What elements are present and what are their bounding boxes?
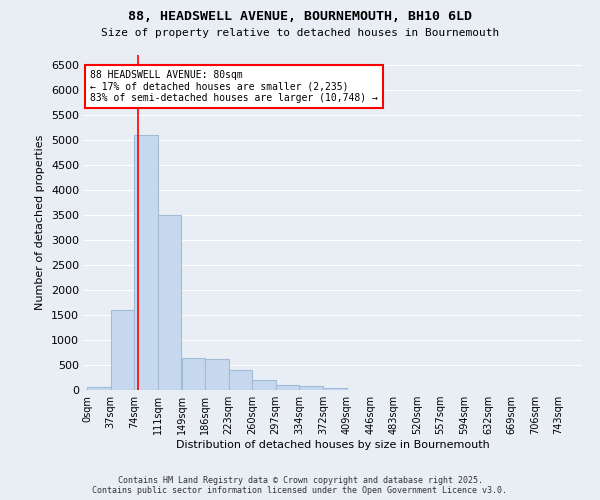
Bar <box>134 135 158 390</box>
Y-axis label: Number of detached properties: Number of detached properties <box>35 135 46 310</box>
Bar <box>87 387 110 390</box>
Text: 88, HEADSWELL AVENUE, BOURNEMOUTH, BH10 6LD: 88, HEADSWELL AVENUE, BOURNEMOUTH, BH10 … <box>128 10 472 23</box>
Bar <box>275 385 299 390</box>
Bar <box>158 215 181 390</box>
Bar <box>299 386 323 390</box>
Text: 88 HEADSWELL AVENUE: 80sqm
← 17% of detached houses are smaller (2,235)
83% of s: 88 HEADSWELL AVENUE: 80sqm ← 17% of deta… <box>91 70 378 103</box>
Bar <box>323 388 347 390</box>
Bar <box>182 358 205 390</box>
Bar <box>205 358 229 390</box>
Text: Size of property relative to detached houses in Bournemouth: Size of property relative to detached ho… <box>101 28 499 38</box>
Text: Contains HM Land Registry data © Crown copyright and database right 2025.
Contai: Contains HM Land Registry data © Crown c… <box>92 476 508 495</box>
Bar <box>252 380 275 390</box>
Bar <box>229 370 252 390</box>
X-axis label: Distribution of detached houses by size in Bournemouth: Distribution of detached houses by size … <box>176 440 490 450</box>
Bar <box>110 310 134 390</box>
